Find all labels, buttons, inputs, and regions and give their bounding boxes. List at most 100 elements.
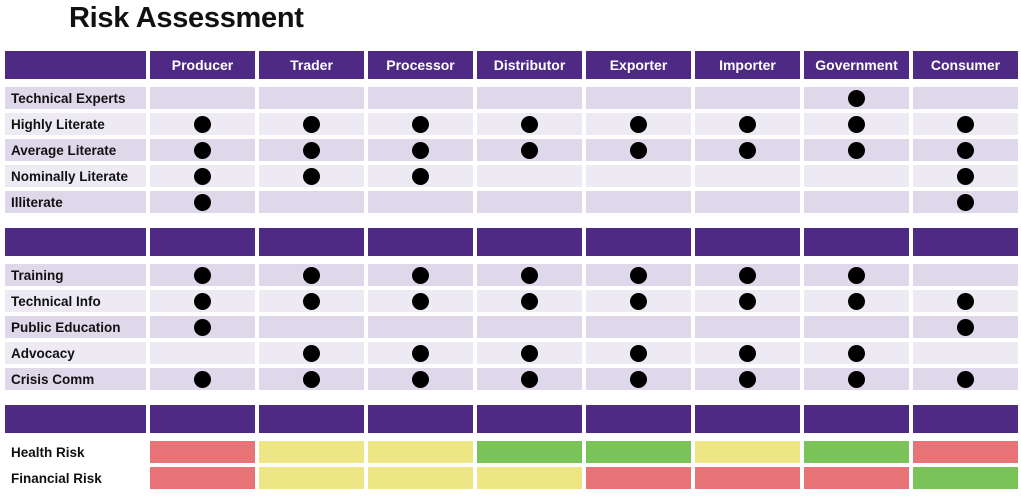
matrix-cell [259, 139, 364, 161]
dot-marker [848, 344, 865, 362]
spacer [586, 256, 691, 264]
row-label: Advocacy [5, 342, 146, 364]
matrix-cell [913, 139, 1018, 161]
dot-marker [739, 115, 756, 133]
matrix-cell [259, 368, 364, 390]
dot-marker [957, 141, 974, 159]
spacer [368, 394, 473, 405]
dot-marker [630, 370, 647, 388]
matrix-cell [259, 316, 364, 338]
matrix-cell [259, 165, 364, 187]
column-header: Government [804, 51, 909, 79]
section-bar [804, 405, 909, 433]
matrix-cell [477, 113, 582, 135]
spacer [695, 256, 800, 264]
dot-marker [630, 266, 647, 284]
dot-marker [739, 141, 756, 159]
row-label: Crisis Comm [5, 368, 146, 390]
risk-cell [477, 467, 582, 489]
matrix-cell [695, 165, 800, 187]
matrix-cell [586, 316, 691, 338]
spacer [259, 394, 364, 405]
matrix-cell [368, 113, 473, 135]
dot-marker [412, 167, 429, 185]
matrix-cell [259, 87, 364, 109]
matrix-cell [695, 316, 800, 338]
dot-marker [194, 115, 211, 133]
section-bar [913, 405, 1018, 433]
matrix-cell [913, 368, 1018, 390]
column-header: Trader [259, 51, 364, 79]
spacer [913, 217, 1018, 228]
matrix-cell [477, 368, 582, 390]
column-header: Exporter [586, 51, 691, 79]
dot-marker [194, 370, 211, 388]
dot-marker [630, 344, 647, 362]
matrix-cell [913, 342, 1018, 364]
row-label: Average Literate [5, 139, 146, 161]
spacer [695, 217, 800, 228]
section-bar [368, 228, 473, 256]
dot-marker [739, 344, 756, 362]
spacer [477, 79, 582, 87]
matrix-cell [913, 165, 1018, 187]
dot-marker [303, 292, 320, 310]
dot-marker [303, 167, 320, 185]
matrix-cell [259, 264, 364, 286]
dot-marker [303, 141, 320, 159]
matrix-cell [477, 87, 582, 109]
matrix-cell [477, 139, 582, 161]
dot-marker [303, 370, 320, 388]
matrix-cell [150, 87, 255, 109]
dot-marker [957, 115, 974, 133]
section-bar [477, 228, 582, 256]
row-label: Illiterate [5, 191, 146, 213]
matrix-cell [368, 290, 473, 312]
dot-marker [521, 115, 538, 133]
risk-label: Health Risk [11, 444, 85, 460]
dot-marker [630, 141, 647, 159]
dot-marker [521, 266, 538, 284]
matrix-cell [804, 113, 909, 135]
section-bar [368, 405, 473, 433]
matrix-cell [368, 87, 473, 109]
matrix-cell [368, 368, 473, 390]
section-bar [150, 405, 255, 433]
matrix-cell [695, 113, 800, 135]
spacer [913, 433, 1018, 441]
matrix-cell [804, 290, 909, 312]
spacer [5, 256, 146, 264]
spacer [5, 79, 146, 87]
matrix-cell [150, 368, 255, 390]
section-bar [259, 228, 364, 256]
matrix-cell [477, 342, 582, 364]
spacer [804, 433, 909, 441]
matrix-cell [477, 290, 582, 312]
matrix-cell [913, 191, 1018, 213]
dot-marker [957, 292, 974, 310]
dot-marker [412, 266, 429, 284]
matrix-cell [804, 139, 909, 161]
dot-marker [412, 115, 429, 133]
matrix-cell [586, 113, 691, 135]
matrix-cell [804, 165, 909, 187]
spacer [477, 394, 582, 405]
risk-cell [259, 441, 364, 463]
matrix-cell [368, 191, 473, 213]
risk-cell [913, 441, 1018, 463]
dot-marker [957, 193, 974, 211]
matrix-cell [913, 290, 1018, 312]
dot-marker [630, 292, 647, 310]
risk-label: Financial Risk [11, 470, 102, 486]
risk-cell [695, 467, 800, 489]
spacer [804, 394, 909, 405]
matrix-cell [695, 368, 800, 390]
spacer [695, 394, 800, 405]
dot-marker [194, 266, 211, 284]
dot-marker [303, 344, 320, 362]
spacer [913, 394, 1018, 405]
spacer [259, 256, 364, 264]
spacer [804, 217, 909, 228]
section-bar [586, 228, 691, 256]
dot-marker [848, 89, 865, 107]
